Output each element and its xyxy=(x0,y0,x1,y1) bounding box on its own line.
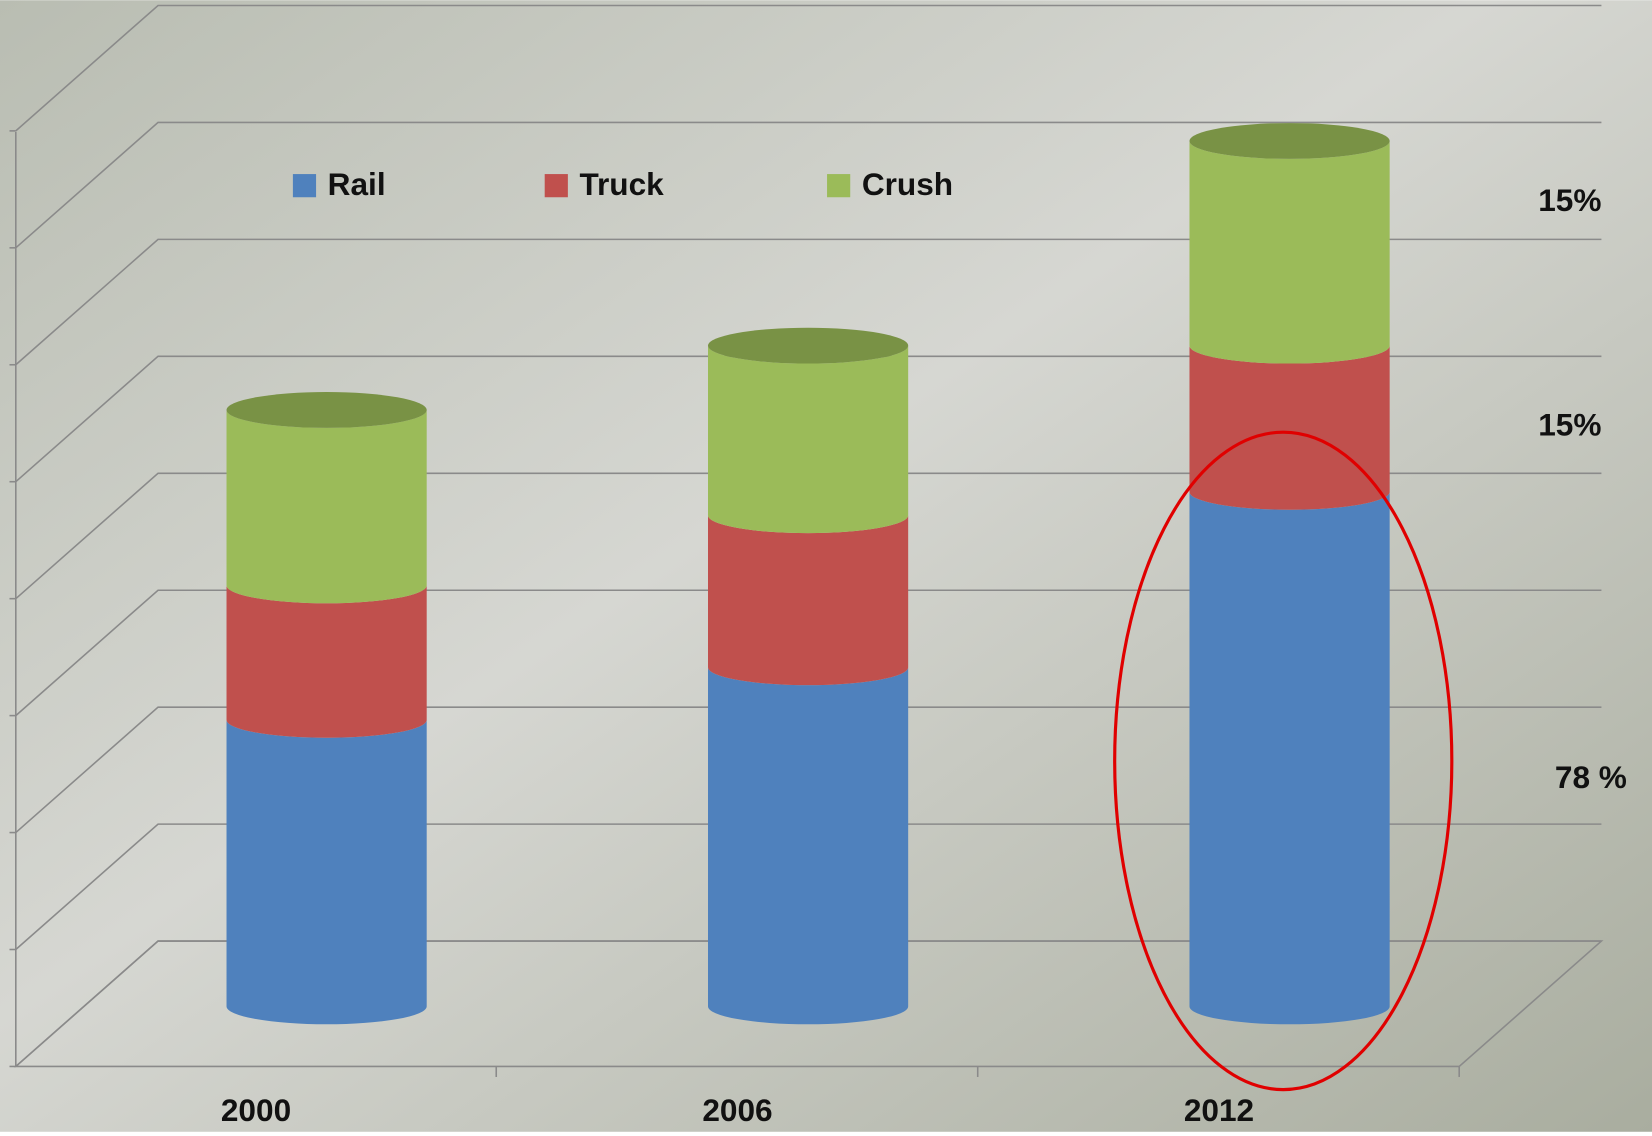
legend-label: Rail xyxy=(328,166,386,202)
bar-segment xyxy=(1189,346,1389,510)
bar-segment xyxy=(227,720,427,1024)
x-tick-label: 2006 xyxy=(702,1092,772,1128)
page: 200020062012RailTruckCrush15%15%78 % (()… xyxy=(0,0,1652,1132)
annotation: 15% xyxy=(1538,182,1601,218)
bar-segment xyxy=(708,346,908,533)
legend-label: Crush xyxy=(862,166,953,202)
chart: 2000 2006 2012 Rail Truck Crush 15% 15% 78 % xyxy=(0,0,1652,1132)
legend-swatch xyxy=(545,174,568,197)
bar-top xyxy=(708,328,908,364)
legend-swatch xyxy=(827,174,850,197)
bar-segment xyxy=(1189,492,1389,1024)
bar-segment xyxy=(227,585,427,737)
bar-segment xyxy=(227,410,427,603)
legend-label: Truck xyxy=(579,166,664,202)
bar-top xyxy=(227,392,427,428)
bar-segment xyxy=(708,667,908,1024)
bar-top xyxy=(1189,123,1389,159)
annotation: 78 % xyxy=(1555,759,1627,795)
annotation: 15% xyxy=(1538,406,1601,442)
bar-segment xyxy=(1189,141,1389,364)
bar-segment xyxy=(708,515,908,685)
x-tick-label: 2000 xyxy=(221,1092,291,1128)
legend-swatch xyxy=(293,174,316,197)
x-tick-label: 2012 xyxy=(1184,1092,1254,1128)
